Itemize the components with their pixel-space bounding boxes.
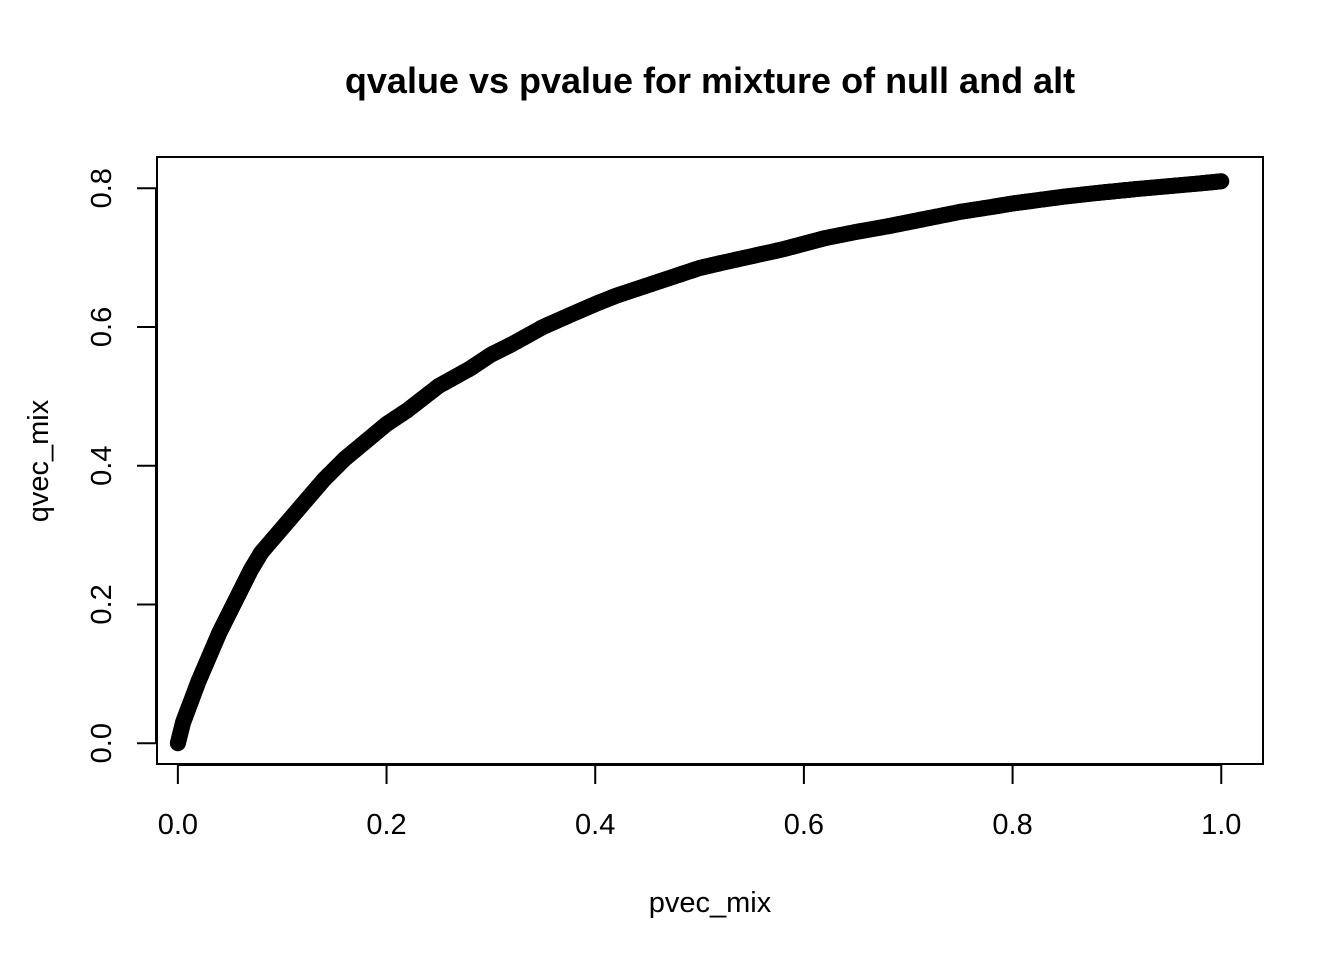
x-tick-label: 1.0 bbox=[1201, 809, 1241, 841]
data-point bbox=[1213, 173, 1230, 190]
x-axis-label: pvec_mix bbox=[649, 887, 772, 919]
x-axis: 0.0 0.2 0.4 0.6 0.8 1.0 bbox=[158, 764, 1241, 841]
y-tick-label: 0.8 bbox=[86, 168, 118, 208]
chart-title: qvalue vs pvalue for mixture of null and… bbox=[345, 60, 1075, 101]
x-tick-label: 0.0 bbox=[158, 809, 198, 841]
y-tick-label: 0.6 bbox=[86, 307, 118, 347]
x-tick-label: 0.8 bbox=[992, 809, 1032, 841]
y-axis: 0.0 0.2 0.4 0.6 0.8 bbox=[86, 168, 157, 763]
y-tick-label: 0.2 bbox=[86, 584, 118, 624]
y-axis-label: qvec_mix bbox=[23, 399, 55, 522]
plot-frame bbox=[156, 156, 1264, 765]
x-tick-label: 0.2 bbox=[366, 809, 406, 841]
x-tick-label: 0.4 bbox=[575, 809, 615, 841]
x-tick-label: 0.6 bbox=[784, 809, 824, 841]
data-points bbox=[169, 173, 1230, 752]
y-tick-label: 0.0 bbox=[86, 723, 118, 763]
y-tick-label: 0.4 bbox=[86, 446, 118, 486]
